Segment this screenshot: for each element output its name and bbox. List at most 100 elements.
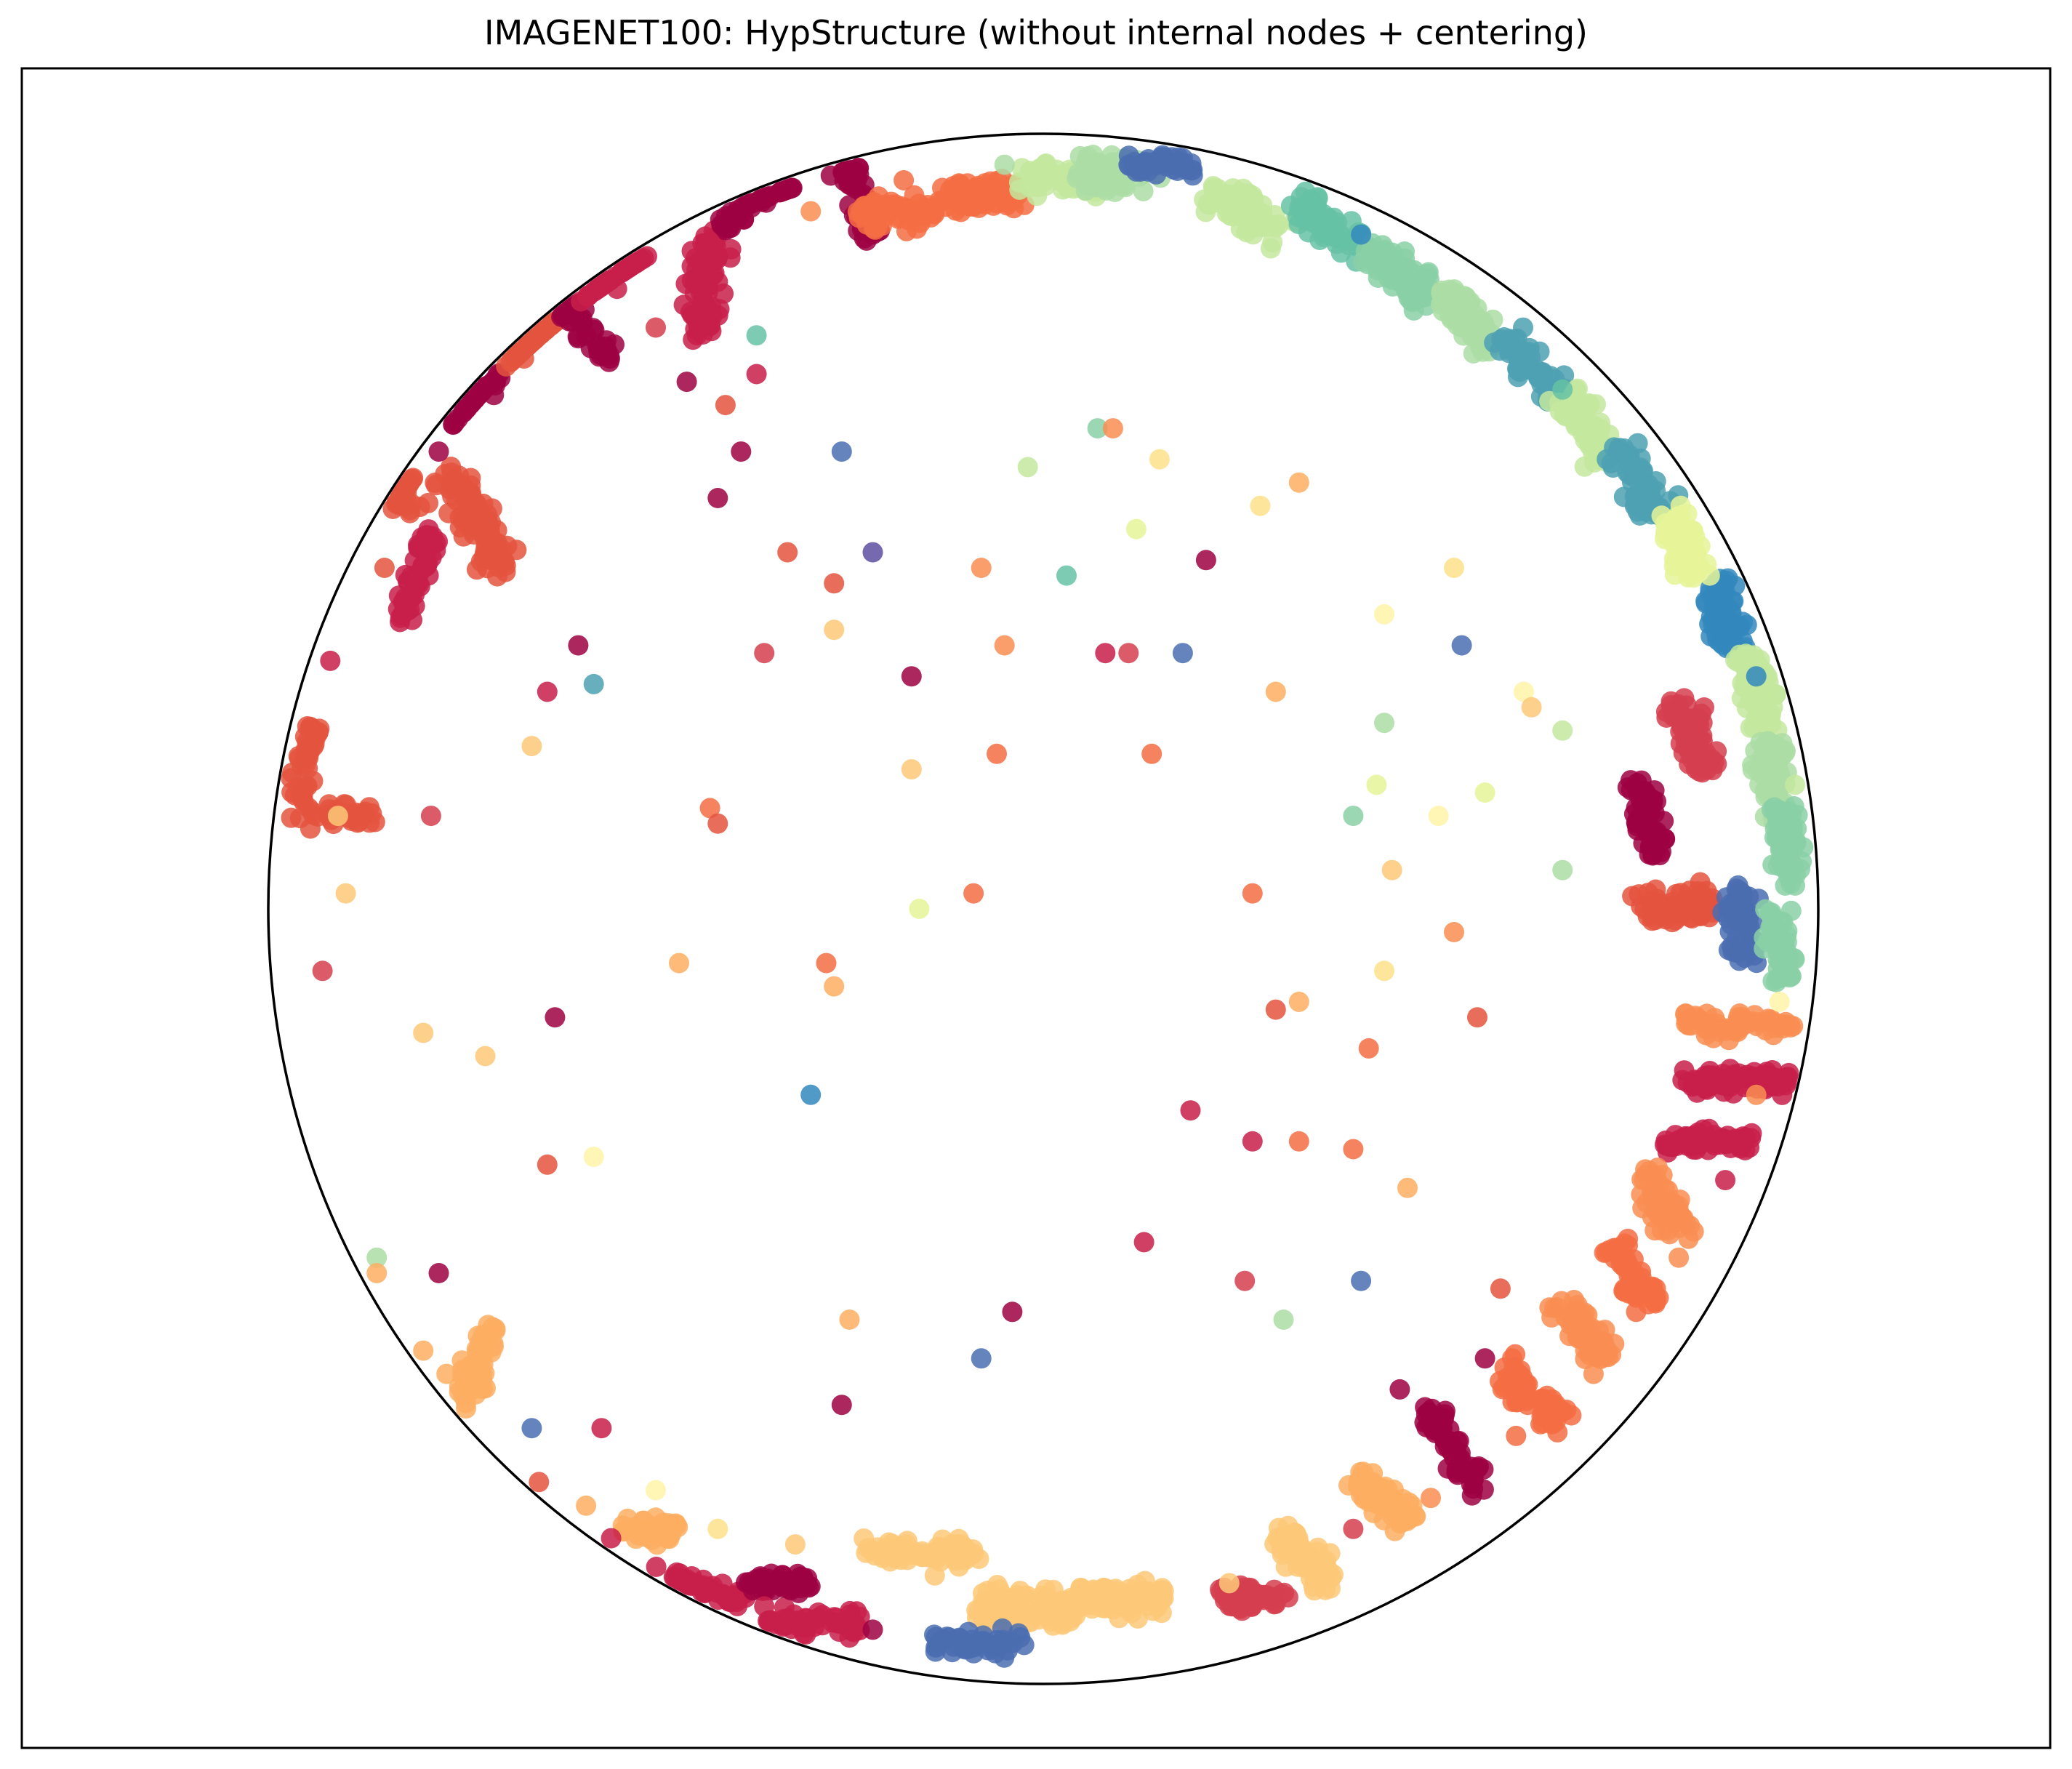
cluster-point (1377, 252, 1398, 272)
scatter-point (1374, 603, 1394, 625)
cluster-point (1727, 1022, 1748, 1043)
cluster-point (1780, 900, 1802, 921)
scatter-point (1552, 720, 1573, 741)
cluster-point (730, 201, 751, 222)
cluster-point (1482, 309, 1503, 330)
cluster-point (907, 218, 928, 239)
scatter-point (1506, 1425, 1527, 1446)
cluster-point (1619, 445, 1640, 466)
scatter-point (1149, 1581, 1170, 1602)
cluster-point (878, 1532, 899, 1553)
cluster-point (1562, 403, 1583, 424)
cluster-point (630, 249, 651, 270)
scatter-point (1118, 643, 1139, 664)
cluster-point (1268, 214, 1289, 236)
cluster-point (1707, 629, 1727, 650)
scatter-point (715, 395, 736, 416)
cluster-point (1596, 1242, 1617, 1263)
cluster-point (1567, 378, 1588, 399)
cluster-point (1082, 157, 1103, 178)
scatter-point (646, 1557, 667, 1577)
cluster-point (1762, 910, 1783, 931)
scatter-point (1785, 774, 1805, 795)
unit-circle-boundary (267, 132, 1820, 1685)
scatter-point (1141, 743, 1163, 764)
cluster-point (947, 1534, 968, 1555)
cluster-point (1463, 1478, 1484, 1499)
cluster-point (577, 286, 598, 307)
cluster-point (1700, 748, 1722, 769)
scatter-point (816, 952, 837, 974)
cluster-point (1729, 889, 1750, 910)
cluster-point (973, 1583, 993, 1604)
cluster-point (713, 283, 734, 304)
cluster-point (914, 1544, 934, 1565)
cluster-point (899, 198, 920, 220)
scatter-point (1288, 472, 1309, 493)
scatter-point (824, 573, 845, 594)
cluster-point (1265, 1593, 1286, 1614)
scatter-point (1242, 185, 1263, 206)
scatter-point (583, 1147, 604, 1168)
scatter-point (583, 673, 604, 694)
scatter-point (1374, 713, 1394, 734)
scatter-point (777, 542, 798, 563)
scatter-point (746, 364, 767, 385)
cluster-point (1642, 1207, 1663, 1227)
scatter-point (1017, 457, 1038, 478)
cluster-point (1679, 753, 1700, 774)
cluster-point (1357, 254, 1378, 275)
scatter-point (1699, 565, 1720, 586)
scatter-point (1769, 991, 1790, 1012)
scatter-point (707, 1518, 728, 1539)
cluster-point (841, 1621, 862, 1642)
cluster-point (1622, 886, 1643, 907)
scatter-point (1374, 960, 1394, 982)
scatter-point (1358, 1038, 1379, 1059)
scatter-point (1288, 1131, 1309, 1152)
cluster-point (1645, 879, 1666, 900)
cluster-point (856, 1542, 877, 1563)
scatter-point (413, 1022, 434, 1043)
scatter-point (1234, 1270, 1256, 1291)
cluster-point (491, 539, 513, 561)
scatter-point (1637, 480, 1658, 501)
scatter-point (366, 1263, 388, 1283)
cluster-point (613, 261, 634, 282)
cluster-point (1664, 564, 1685, 585)
cluster-point (792, 1573, 814, 1594)
cluster-point (1764, 1012, 1785, 1033)
scatter-point (420, 806, 441, 827)
scatter-point (971, 558, 992, 578)
cluster-point (968, 1600, 989, 1621)
cluster-point (1688, 708, 1709, 729)
scatter-point (831, 441, 852, 462)
cluster-point (932, 190, 953, 211)
scatter-point (824, 619, 845, 641)
scatter-point (1133, 1232, 1155, 1253)
cluster-point (1010, 1597, 1030, 1618)
scatter-point (1273, 1309, 1294, 1330)
scatter-point (994, 154, 1015, 175)
cluster-point (1544, 1395, 1565, 1416)
cluster-point (1586, 425, 1607, 446)
scatter-point (601, 1528, 622, 1549)
cluster-point (1704, 593, 1725, 614)
cluster-point (1644, 825, 1665, 846)
cluster-point (300, 716, 321, 737)
scatter-point (800, 201, 822, 222)
scatter-point (1421, 1488, 1441, 1509)
scatter-point (1715, 1170, 1736, 1191)
cluster-point (1372, 1478, 1393, 1499)
scatter-point (1343, 1139, 1364, 1160)
scatter-point (1125, 518, 1147, 539)
scatter-point (646, 1480, 666, 1501)
scatter-point (1746, 666, 1767, 687)
cluster-point (1459, 308, 1480, 329)
cluster-point (1726, 1068, 1747, 1089)
cluster-point (968, 175, 989, 196)
cluster-point (694, 292, 715, 313)
cluster-point (772, 1565, 792, 1586)
cluster-point (299, 739, 320, 761)
